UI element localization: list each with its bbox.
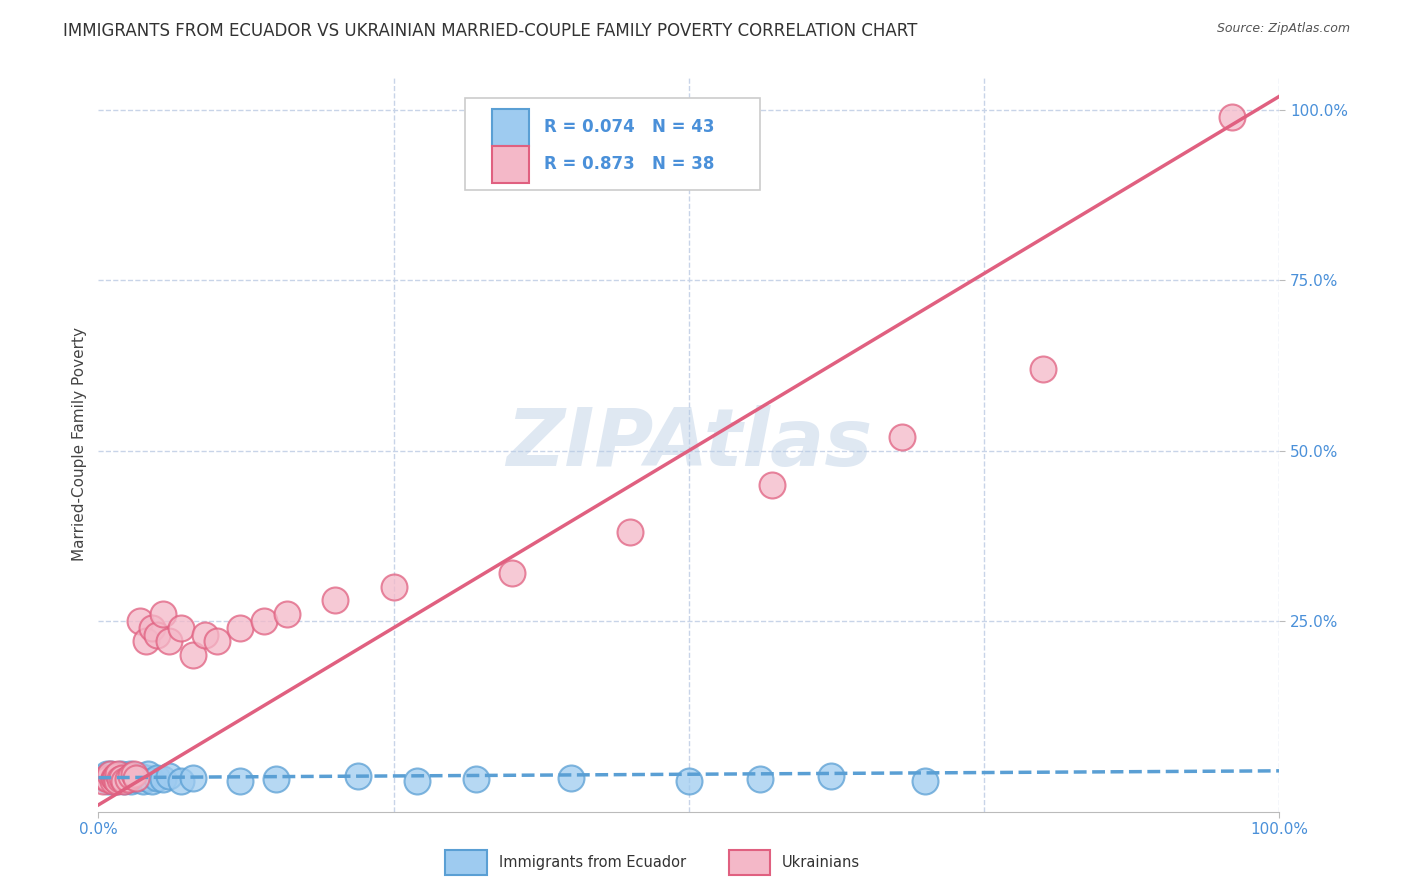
Text: IMMIGRANTS FROM ECUADOR VS UKRAINIAN MARRIED-COUPLE FAMILY POVERTY CORRELATION C: IMMIGRANTS FROM ECUADOR VS UKRAINIAN MAR…: [63, 22, 918, 40]
Point: [108, 772, 131, 786]
Point: [146, 771, 169, 785]
Point: [120, 767, 142, 781]
Point: [157, 634, 180, 648]
Point: [125, 771, 148, 785]
Point: [276, 607, 298, 621]
Text: R = 0.074   N = 43: R = 0.074 N = 43: [544, 119, 714, 136]
Point: [94, 772, 117, 786]
Point: [146, 627, 169, 641]
Bar: [728, 850, 770, 875]
Point: [104, 772, 127, 786]
Point: [253, 614, 276, 628]
FancyBboxPatch shape: [464, 98, 759, 190]
Point: [111, 771, 134, 785]
Point: [121, 769, 143, 783]
Point: [560, 771, 582, 785]
Point: [1220, 110, 1243, 124]
Point: [108, 772, 131, 786]
Point: [112, 774, 135, 789]
Point: [170, 621, 193, 635]
Point: [114, 769, 136, 783]
Point: [107, 771, 129, 785]
Text: Ukrainians: Ukrainians: [782, 855, 860, 870]
Y-axis label: Married-Couple Family Poverty: Married-Couple Family Poverty: [72, 326, 87, 561]
Point: [890, 430, 912, 444]
Point: [135, 771, 157, 785]
Point: [382, 580, 405, 594]
Point: [501, 566, 523, 581]
Point: [194, 627, 217, 641]
Point: [323, 593, 346, 607]
Point: [94, 771, 117, 785]
Point: [229, 621, 252, 635]
Point: [678, 774, 700, 789]
Point: [136, 767, 159, 781]
Point: [91, 774, 114, 789]
Point: [132, 774, 155, 789]
Point: [264, 772, 287, 786]
Point: [820, 769, 842, 783]
Point: [347, 769, 370, 783]
Point: [125, 772, 148, 786]
Point: [104, 772, 127, 786]
Point: [157, 769, 180, 783]
Point: [103, 771, 125, 785]
Text: Immigrants from Ecuador: Immigrants from Ecuador: [499, 855, 686, 870]
Point: [761, 477, 783, 491]
Point: [122, 771, 145, 785]
Point: [111, 771, 134, 785]
Point: [91, 771, 114, 785]
Point: [406, 774, 429, 789]
Point: [1032, 361, 1054, 376]
Point: [135, 634, 157, 648]
Point: [117, 772, 139, 786]
Point: [105, 774, 128, 789]
Point: [141, 774, 163, 789]
Point: [128, 614, 150, 628]
Bar: [492, 109, 530, 145]
Point: [465, 772, 488, 786]
Point: [181, 648, 204, 662]
Text: R = 0.873   N = 38: R = 0.873 N = 38: [544, 155, 714, 173]
Point: [105, 774, 128, 789]
Point: [229, 774, 252, 789]
Point: [181, 771, 204, 785]
Point: [205, 634, 228, 648]
Point: [107, 767, 129, 781]
Point: [98, 769, 121, 783]
Point: [105, 769, 128, 783]
Point: [619, 525, 641, 540]
Point: [914, 774, 936, 789]
Bar: [446, 850, 486, 875]
Point: [141, 621, 163, 635]
Point: [121, 774, 143, 789]
Point: [101, 774, 124, 789]
Point: [117, 772, 139, 786]
Point: [98, 772, 121, 786]
Point: [152, 607, 174, 621]
Point: [748, 772, 770, 786]
Text: ZIPAtlas: ZIPAtlas: [506, 405, 872, 483]
Point: [101, 774, 124, 789]
Point: [97, 774, 120, 789]
Point: [122, 767, 145, 781]
Point: [97, 772, 120, 786]
Point: [152, 772, 174, 786]
Bar: [492, 145, 530, 183]
Point: [128, 769, 150, 783]
Point: [98, 767, 121, 781]
Point: [100, 767, 122, 781]
Point: [103, 771, 125, 785]
Point: [105, 769, 128, 783]
Point: [170, 774, 193, 789]
Point: [110, 767, 132, 781]
Point: [96, 767, 118, 781]
Text: Source: ZipAtlas.com: Source: ZipAtlas.com: [1216, 22, 1350, 36]
Point: [112, 774, 135, 789]
